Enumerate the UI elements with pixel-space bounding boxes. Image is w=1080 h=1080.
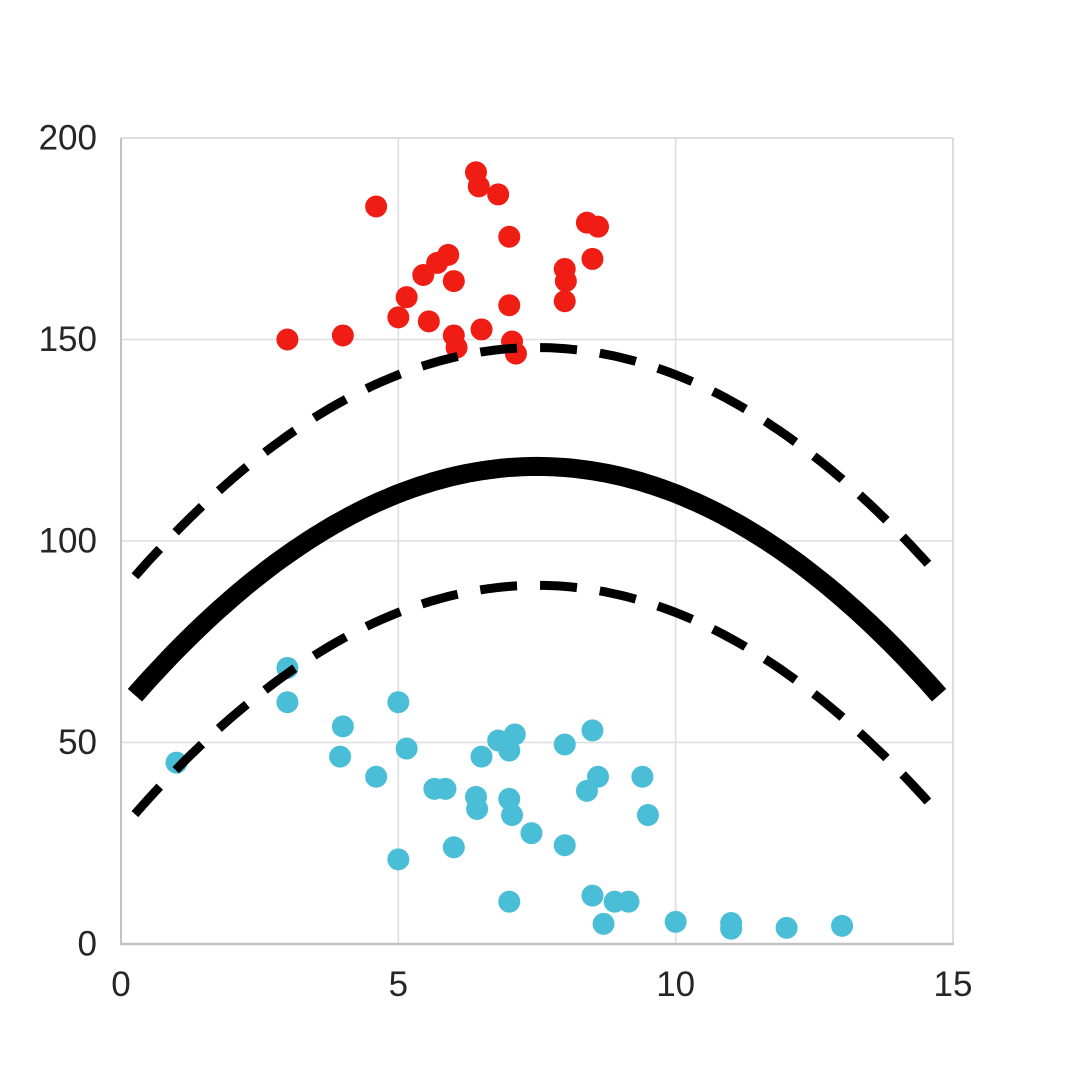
lower-band-dashed [131, 580, 943, 818]
scatter-point-lower-cluster-cyan [553, 834, 576, 857]
scatter-point-lower-cluster-cyan [331, 715, 354, 738]
scatter-point-lower-cluster-cyan [520, 822, 543, 845]
x-tick-label: 10 [656, 965, 695, 1004]
scatter-point-upper-cluster-red [365, 195, 388, 218]
scatter-point-lower-cluster-cyan [387, 691, 410, 714]
scatter-point-upper-cluster-red [470, 318, 493, 341]
scatter-point-lower-cluster-cyan [498, 890, 521, 913]
scatter-point-lower-cluster-cyan [720, 917, 743, 940]
scatter-point-upper-cluster-red [553, 290, 576, 313]
scatter-point-upper-cluster-red [487, 183, 510, 206]
scatter-point-lower-cluster-cyan [553, 733, 576, 756]
scatter-point-lower-cluster-cyan [434, 777, 457, 800]
scatter-point-lower-cluster-cyan [395, 737, 418, 760]
scatter-point-lower-cluster-cyan [276, 691, 299, 714]
scatter-point-lower-cluster-cyan [503, 723, 526, 746]
y-tick-label: 200 [39, 119, 97, 158]
scatter-point-lower-cluster-cyan [575, 779, 598, 802]
y-tick-label: 0 [78, 925, 97, 964]
scatter-point-upper-cluster-red [498, 294, 521, 317]
scatter-point-lower-cluster-cyan [501, 804, 524, 827]
scatter-point-lower-cluster-cyan [581, 884, 604, 907]
scatter-point-upper-cluster-red [437, 243, 460, 266]
scatter-point-upper-cluster-red [276, 328, 299, 351]
scatter-point-lower-cluster-cyan [636, 804, 659, 827]
scatter-point-upper-cluster-red [417, 310, 440, 333]
scatter-point-upper-cluster-red [581, 247, 604, 270]
scatter-point-lower-cluster-cyan [365, 765, 388, 788]
scatter-point-upper-cluster-red [554, 270, 577, 293]
x-tick-label: 15 [934, 965, 973, 1004]
scatter-point-upper-cluster-red [387, 306, 410, 329]
y-tick-label: 100 [39, 522, 97, 561]
trend-line [127, 456, 947, 702]
scatter-point-upper-cluster-red [395, 286, 418, 309]
y-tick-label: 150 [39, 320, 97, 359]
upper-band-dashed [131, 343, 943, 580]
scatter-point-lower-cluster-cyan [631, 765, 654, 788]
x-tick-label: 0 [111, 965, 130, 1004]
scatter-point-lower-cluster-cyan [442, 836, 465, 859]
y-tick-label: 50 [58, 723, 97, 762]
scatter-point-upper-cluster-red [587, 215, 610, 238]
scatter-point-lower-cluster-cyan [775, 916, 798, 939]
scatter-point-upper-cluster-red [331, 324, 354, 347]
scatter-point-lower-cluster-cyan [831, 914, 854, 937]
scatter-point-lower-cluster-cyan [592, 912, 615, 935]
scatter-point-upper-cluster-red [498, 225, 521, 248]
scatter-point-upper-cluster-red [445, 336, 468, 359]
scatter-point-lower-cluster-cyan [617, 890, 640, 913]
scatter-point-lower-cluster-cyan [581, 719, 604, 742]
scatter-point-lower-cluster-cyan [470, 745, 493, 768]
scatter-point-lower-cluster-cyan [664, 910, 687, 933]
x-tick-label: 5 [389, 965, 408, 1004]
scatter-point-lower-cluster-cyan [387, 848, 410, 871]
scatter-point-lower-cluster-cyan [329, 745, 352, 768]
scatter-point-lower-cluster-cyan [466, 797, 489, 820]
scatter-point-upper-cluster-red [467, 175, 490, 198]
scatter-point-upper-cluster-red [442, 270, 465, 293]
